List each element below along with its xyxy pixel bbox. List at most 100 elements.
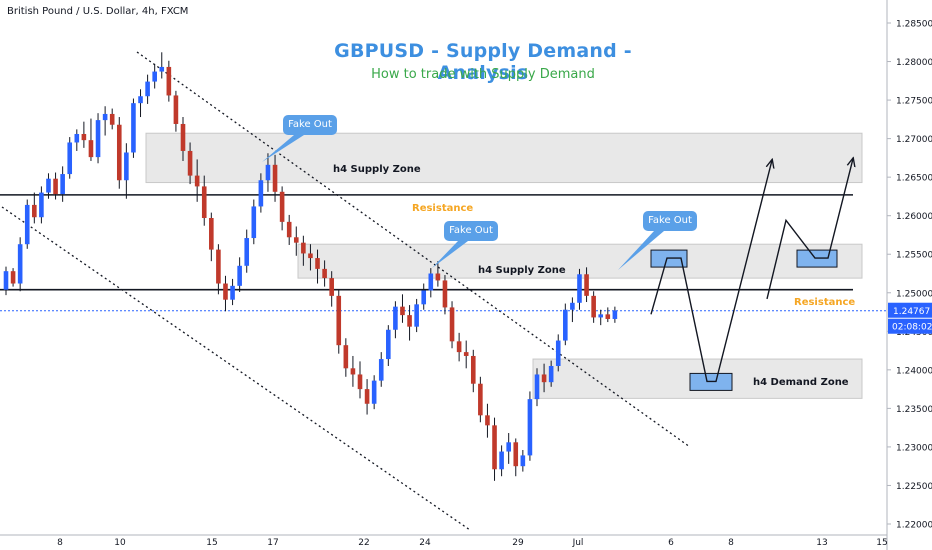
- candle-body: [230, 285, 235, 300]
- candle-body: [286, 221, 292, 238]
- candle: [201, 175, 207, 226]
- candle-body: [428, 273, 434, 291]
- current-price-text: 1.24767: [893, 307, 930, 317]
- chart-subtitle: How to trade with Supply Demand: [371, 67, 595, 82]
- candle-body: [152, 71, 157, 82]
- price-tick-label: 1.24000: [896, 366, 932, 376]
- candle: [17, 237, 23, 292]
- time-tick-label: 15: [206, 538, 217, 548]
- candle: [116, 117, 122, 189]
- candle-body: [201, 186, 207, 219]
- time-tick-label: 24: [419, 538, 431, 548]
- candle: [570, 297, 575, 323]
- candle: [449, 301, 455, 349]
- candle: [520, 450, 526, 472]
- candle: [343, 338, 349, 377]
- candle-body: [470, 355, 476, 384]
- candle: [555, 334, 561, 372]
- candle-body: [506, 442, 511, 452]
- price-tick-label: 1.25000: [896, 289, 932, 299]
- candle: [145, 74, 150, 104]
- candle-body: [237, 265, 242, 286]
- candle: [180, 117, 186, 161]
- candle: [563, 303, 568, 346]
- candle-body: [435, 273, 441, 281]
- candle-body: [159, 66, 165, 72]
- time-tick-label: 29: [512, 538, 524, 548]
- candle-body: [32, 204, 37, 218]
- projection-path-2: [766, 159, 853, 300]
- candle: [74, 129, 80, 151]
- candle: [308, 244, 313, 271]
- fakeout-bubble-2: Fake Out: [444, 221, 498, 241]
- candle-body: [371, 380, 377, 404]
- candle-body: [138, 96, 143, 104]
- candle-body: [88, 140, 94, 158]
- time-tick-label: 15: [876, 538, 887, 548]
- candle: [88, 118, 94, 161]
- candle: [534, 368, 540, 407]
- candle: [95, 113, 101, 164]
- candle-body: [343, 345, 349, 369]
- candle-body: [322, 268, 327, 279]
- candle-body: [478, 383, 483, 416]
- candle: [400, 294, 405, 323]
- candle-body: [3, 271, 9, 290]
- fakeout-pointer-3: [618, 231, 664, 270]
- fakeout-pointer-1: [262, 135, 304, 162]
- candle: [279, 186, 285, 231]
- time-tick-label: 8: [57, 538, 63, 548]
- candle: [364, 379, 370, 415]
- candle: [336, 290, 342, 354]
- candle-body: [258, 180, 264, 207]
- time-tick-label: 22: [358, 538, 369, 548]
- countdown-text: 02:08:02: [892, 323, 932, 333]
- candle: [435, 261, 441, 287]
- candle-body: [386, 329, 391, 360]
- candle-body: [421, 290, 427, 305]
- candle-body: [223, 283, 228, 300]
- candle-body: [598, 314, 604, 318]
- candle-body: [563, 309, 568, 341]
- candle-body: [534, 374, 540, 400]
- candle: [39, 186, 44, 224]
- candle: [605, 307, 611, 323]
- candle-body: [17, 244, 23, 284]
- candle: [492, 417, 497, 481]
- projection-path-1: [650, 160, 772, 383]
- candle-body: [463, 352, 469, 356]
- time-tick-label: 8: [728, 538, 734, 548]
- candle: [173, 90, 179, 132]
- candle: [166, 60, 172, 102]
- demand-zone-label: h4 Demand Zone: [753, 377, 849, 388]
- candle: [272, 154, 278, 202]
- candle: [10, 268, 16, 287]
- candle-body: [95, 120, 101, 158]
- candle-body: [499, 451, 504, 470]
- time-tick-label: 10: [114, 538, 126, 548]
- countdown-tag: [888, 318, 932, 334]
- price-tick-label: 1.26000: [896, 212, 932, 222]
- candle: [230, 278, 235, 306]
- supply-zone-upper-label: h4 Supply Zone: [333, 164, 421, 175]
- chart-title: GBPUSD - Supply Demand - Analysis: [334, 40, 632, 84]
- candle: [378, 352, 384, 387]
- zone-supply-0: [145, 132, 863, 184]
- trendlines-layer: [1, 51, 691, 531]
- candle-body: [81, 133, 87, 141]
- candle: [371, 375, 377, 410]
- candle-body: [293, 237, 299, 243]
- candle-body: [393, 306, 398, 330]
- candle-body: [485, 415, 490, 426]
- candle: [548, 360, 554, 387]
- candle: [470, 349, 476, 393]
- candle: [541, 363, 547, 393]
- price-tick-label: 1.25500: [896, 251, 932, 261]
- candle-body: [357, 374, 363, 390]
- price-tick-label: 1.26500: [896, 174, 932, 184]
- candle: [159, 52, 165, 79]
- candle-body: [584, 274, 589, 296]
- time-tick-label: 13: [816, 538, 827, 548]
- candle-body: [187, 150, 193, 176]
